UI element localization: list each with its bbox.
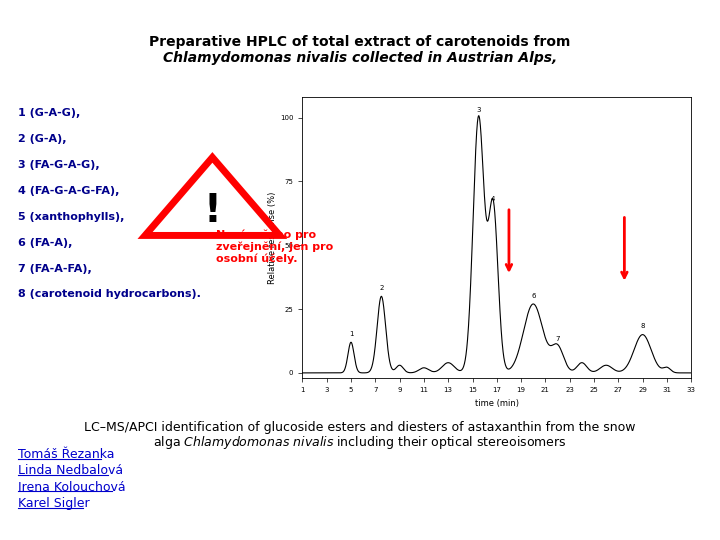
Text: 6 (FA-A),: 6 (FA-A), xyxy=(18,238,73,248)
Text: 2 (G-A),: 2 (G-A), xyxy=(18,134,66,144)
Text: osobní účely.: osobní účely. xyxy=(216,253,297,264)
Text: zveřejnění, jen pro: zveřejnění, jen pro xyxy=(216,241,333,252)
Text: Linda Nedbalová: Linda Nedbalová xyxy=(18,464,123,477)
Text: LC–MS/APCI identification of glucoside esters and diesters of astaxanthin from t: LC–MS/APCI identification of glucoside e… xyxy=(84,421,636,434)
Text: 4 (FA-G-A-G-FA),: 4 (FA-G-A-G-FA), xyxy=(18,186,120,196)
X-axis label: time (min): time (min) xyxy=(474,399,519,408)
Text: 1: 1 xyxy=(348,331,354,337)
Text: 8 (carotenoid hydrocarbons).: 8 (carotenoid hydrocarbons). xyxy=(18,289,201,300)
Text: 4: 4 xyxy=(491,196,495,202)
Text: 1 (G-A-G),: 1 (G-A-G), xyxy=(18,108,80,118)
Text: 3 (FA-G-A-G),: 3 (FA-G-A-G), xyxy=(18,160,99,170)
Text: alga $\mathit{Chlamydomonas\ nivalis}$ including their optical stereoisomers: alga $\mathit{Chlamydomonas\ nivalis}$ i… xyxy=(153,434,567,451)
Text: 2: 2 xyxy=(379,285,384,291)
Text: 8: 8 xyxy=(640,323,645,329)
Text: Irena Kolouchová: Irena Kolouchová xyxy=(18,481,125,494)
Text: Preparative HPLC of total extract of carotenoids from: Preparative HPLC of total extract of car… xyxy=(149,35,571,49)
Text: Není určeno pro: Není určeno pro xyxy=(216,230,316,240)
Text: !: ! xyxy=(204,192,221,230)
Text: Karel Sigler: Karel Sigler xyxy=(18,497,89,510)
Text: 7: 7 xyxy=(555,336,560,342)
Text: 6: 6 xyxy=(531,293,536,299)
Text: 7 (FA-A-FA),: 7 (FA-A-FA), xyxy=(18,264,91,274)
Y-axis label: Relative response (%): Relative response (%) xyxy=(268,191,277,284)
Text: Chlamydomonas nivalis collected in Austrian Alps,: Chlamydomonas nivalis collected in Austr… xyxy=(163,51,557,65)
Text: Tomáš Řezanka: Tomáš Řezanka xyxy=(18,448,114,461)
Text: 3: 3 xyxy=(477,106,481,112)
Text: 5 (xanthophylls),: 5 (xanthophylls), xyxy=(18,212,125,222)
